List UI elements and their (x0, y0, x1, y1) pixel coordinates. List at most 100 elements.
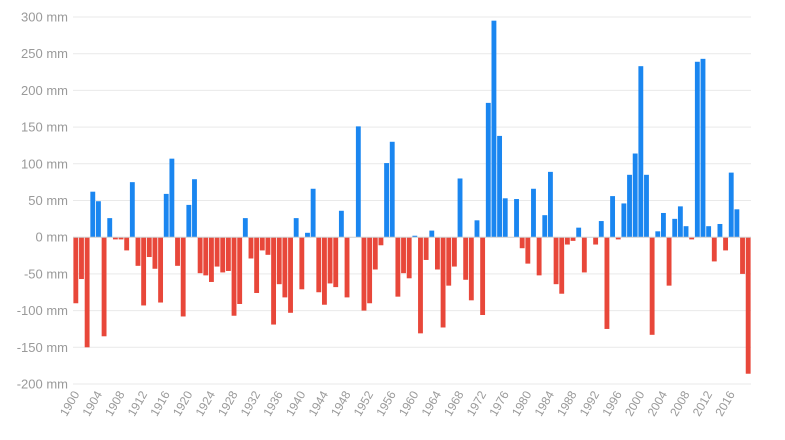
bar-1942 (310, 188, 316, 238)
bar-2014 (717, 223, 723, 238)
bar-1958 (401, 237, 406, 274)
bar-2008 (683, 226, 689, 238)
bar-2004 (661, 212, 666, 238)
bar-1954 (378, 237, 384, 246)
bar-1985 (553, 237, 559, 285)
bar-series (73, 20, 751, 374)
bar-1965 (440, 237, 446, 328)
bar-1936 (276, 237, 282, 285)
bar-1907 (112, 237, 118, 240)
bar-2016 (728, 172, 734, 238)
x-tick-label: 1968 (441, 388, 467, 418)
y-tick-label: 0 mm (36, 230, 69, 245)
bar-1950 (355, 126, 361, 238)
bar-1983 (542, 215, 548, 238)
bar-1966 (446, 237, 452, 286)
bar-1981 (531, 188, 536, 238)
y-tick-label: 150 mm (21, 120, 68, 135)
bar-1927 (225, 237, 231, 271)
bar-1953 (372, 237, 378, 270)
x-tick-label: 1976 (486, 388, 512, 418)
bar-1992 (593, 237, 599, 245)
bar-1935 (271, 237, 277, 325)
bar-1902 (84, 237, 90, 348)
bar-2015 (723, 237, 729, 251)
bar-2007 (677, 206, 683, 238)
bar-1972 (480, 237, 486, 315)
bar-1994 (604, 237, 610, 329)
bar-1913 (146, 237, 152, 258)
x-tick-label: 1928 (215, 388, 241, 418)
bar-1925 (214, 237, 220, 267)
bar-1919 (180, 237, 186, 317)
bar-2003 (655, 231, 661, 238)
x-tick-label: 1932 (238, 388, 264, 418)
bar-1920 (186, 204, 192, 238)
x-tick-label: 2004 (645, 388, 671, 418)
x-tick-label: 1940 (283, 388, 309, 418)
bar-1964 (435, 237, 440, 270)
bar-1970 (468, 237, 474, 301)
bar-2009 (689, 237, 695, 240)
bar-1962 (423, 237, 429, 260)
bar-1968 (457, 178, 463, 238)
x-tick-label: 1912 (125, 388, 151, 418)
y-tick-label: -150 mm (17, 340, 68, 355)
bar-2011 (700, 58, 706, 238)
x-tick-label: 2012 (690, 388, 716, 418)
x-tick-label: 1948 (328, 388, 354, 418)
x-tick-label: 1988 (554, 388, 580, 418)
x-tick-label: 1992 (577, 388, 603, 418)
bar-1955 (384, 163, 390, 238)
x-tick-label: 1952 (351, 388, 377, 418)
bar-1928 (231, 237, 237, 316)
bar-1909 (124, 237, 130, 251)
bar-1989 (576, 227, 582, 238)
x-tick-label: 1900 (57, 388, 83, 418)
bar-1979 (519, 237, 525, 249)
bar-1929 (237, 237, 243, 304)
bar-1924 (209, 237, 214, 282)
y-axis-tick-labels: 300 mm 250 mm 200 mm 150 mm 100 mm 50 mm 0 mm -… (17, 10, 68, 392)
bar-1938 (288, 237, 293, 313)
bar-1996 (615, 237, 621, 240)
bar-1945 (327, 237, 333, 284)
x-tick-label: 1924 (193, 388, 219, 418)
bar-1971 (474, 220, 480, 238)
bar-1923 (203, 237, 209, 276)
bar-1930 (242, 218, 248, 238)
bar-1912 (141, 237, 147, 306)
bar-1999 (632, 153, 638, 238)
bar-1921 (192, 179, 197, 238)
bar-1975 (497, 135, 503, 238)
bar-2012 (706, 226, 712, 238)
y-tick-label: 50 mm (28, 193, 68, 208)
bar-2006 (672, 218, 678, 238)
bar-1943 (316, 237, 322, 293)
y-tick-label: 200 mm (21, 83, 68, 98)
bar-1922 (197, 237, 203, 274)
x-tick-label: 1984 (532, 388, 558, 418)
bar-1967 (451, 237, 457, 267)
bar-1918 (175, 237, 180, 266)
bar-1986 (559, 237, 565, 294)
bar-2002 (649, 237, 655, 335)
bar-1960 (412, 235, 418, 238)
y-tick-label: 250 mm (21, 46, 68, 61)
bar-1939 (293, 218, 299, 238)
bar-1905 (101, 237, 107, 337)
bar-1911 (135, 237, 141, 266)
y-tick-label: 100 mm (21, 156, 68, 171)
bar-1959 (406, 237, 412, 279)
bar-1951 (361, 237, 367, 311)
bar-2005 (666, 237, 672, 286)
x-tick-label: 1996 (599, 388, 625, 418)
bar-1997 (621, 203, 627, 238)
bar-1940 (299, 237, 305, 290)
x-axis-tick-labels: 1900190419081912191619201924192819321936… (57, 388, 738, 418)
bar-1906 (107, 218, 113, 238)
bar-1908 (118, 237, 124, 240)
bar-1961 (418, 237, 423, 334)
bar-1914 (152, 237, 158, 269)
y-tick-label: 300 mm (21, 10, 68, 25)
